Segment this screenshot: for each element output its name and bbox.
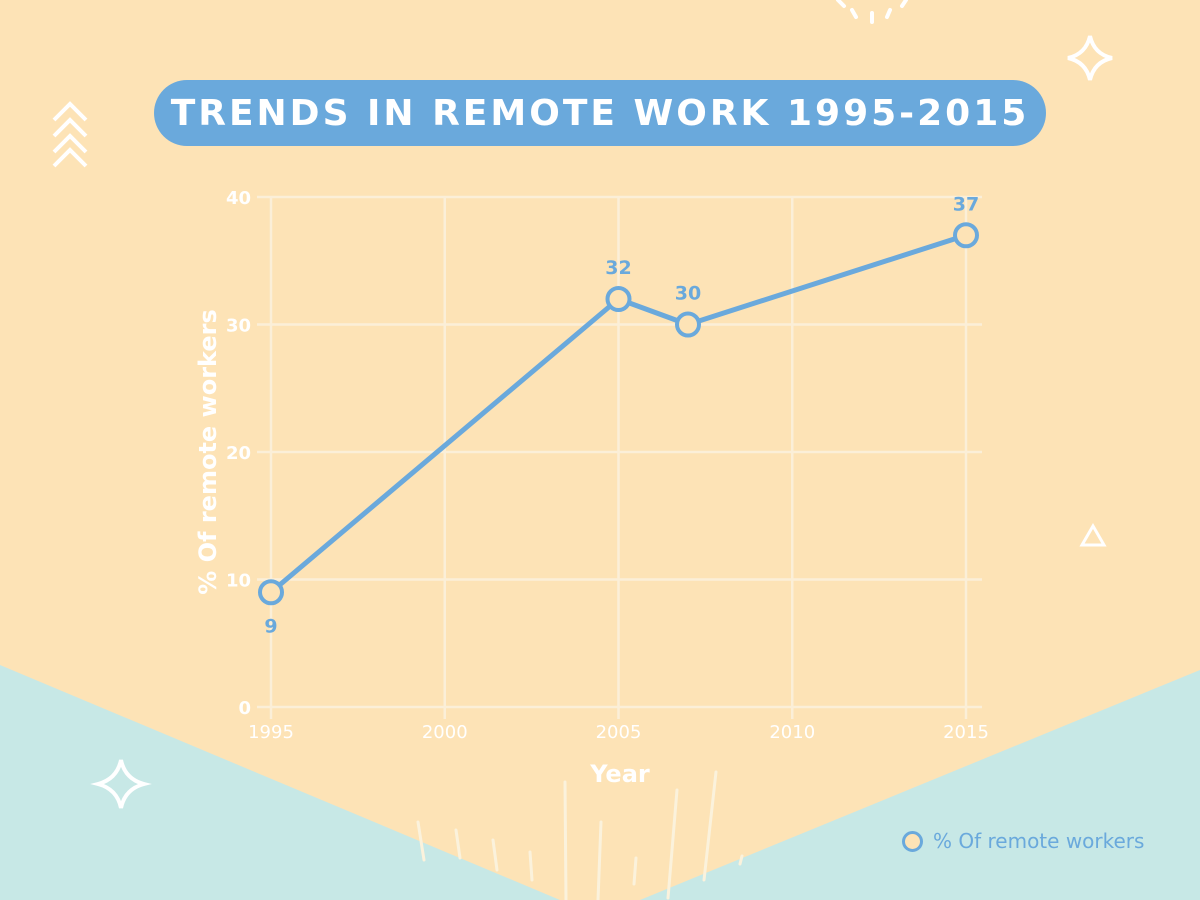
legend-label: % Of remote workers (933, 829, 1145, 853)
x-tick-label: 2010 (769, 722, 815, 743)
mint-wedge-right (640, 670, 1200, 900)
y-tick-label: 40 (226, 188, 251, 209)
data-label: 32 (605, 257, 631, 279)
data-point (675, 311, 701, 338)
y-tick-label: 30 (226, 316, 251, 337)
title-banner: TRENDS IN REMOTE WORK 1995-2015 (154, 80, 1046, 146)
x-axis-label: Year (589, 760, 650, 788)
chevrons-up-icon (52, 101, 88, 168)
data-label: 37 (953, 193, 979, 215)
series: 9 32 30 37 (258, 193, 979, 637)
x-tick-label: 2000 (422, 722, 468, 743)
sunburst-icon (836, 0, 908, 24)
chart-title: TRENDS IN REMOTE WORK 1995-2015 (170, 92, 1030, 134)
y-tick-label: 20 (226, 443, 251, 464)
data-label: 9 (264, 615, 277, 637)
x-tick-label: 2005 (596, 722, 642, 743)
data-point (258, 579, 284, 606)
data-point (953, 222, 979, 249)
x-tick-label: 1995 (248, 722, 294, 743)
data-point (605, 286, 632, 312)
legend-marker-icon (902, 830, 923, 852)
triangle-outline-icon (1079, 523, 1107, 547)
data-label: 30 (675, 283, 701, 305)
grid (257, 195, 982, 719)
y-axis-label: % Of remote workers (194, 309, 222, 595)
legend: % Of remote workers (902, 828, 1144, 854)
streaks-decor (416, 770, 744, 900)
sparkle-icon (90, 759, 152, 809)
x-tick-label: 2015 (943, 722, 989, 743)
axes: 0 10 20 30 40 1995 2000 2005 2010 2015 (226, 188, 989, 743)
series-line (269, 232, 967, 595)
y-tick-label: 0 (238, 698, 251, 719)
y-tick-label: 10 (226, 571, 251, 592)
sparkle-icon (1067, 35, 1113, 81)
